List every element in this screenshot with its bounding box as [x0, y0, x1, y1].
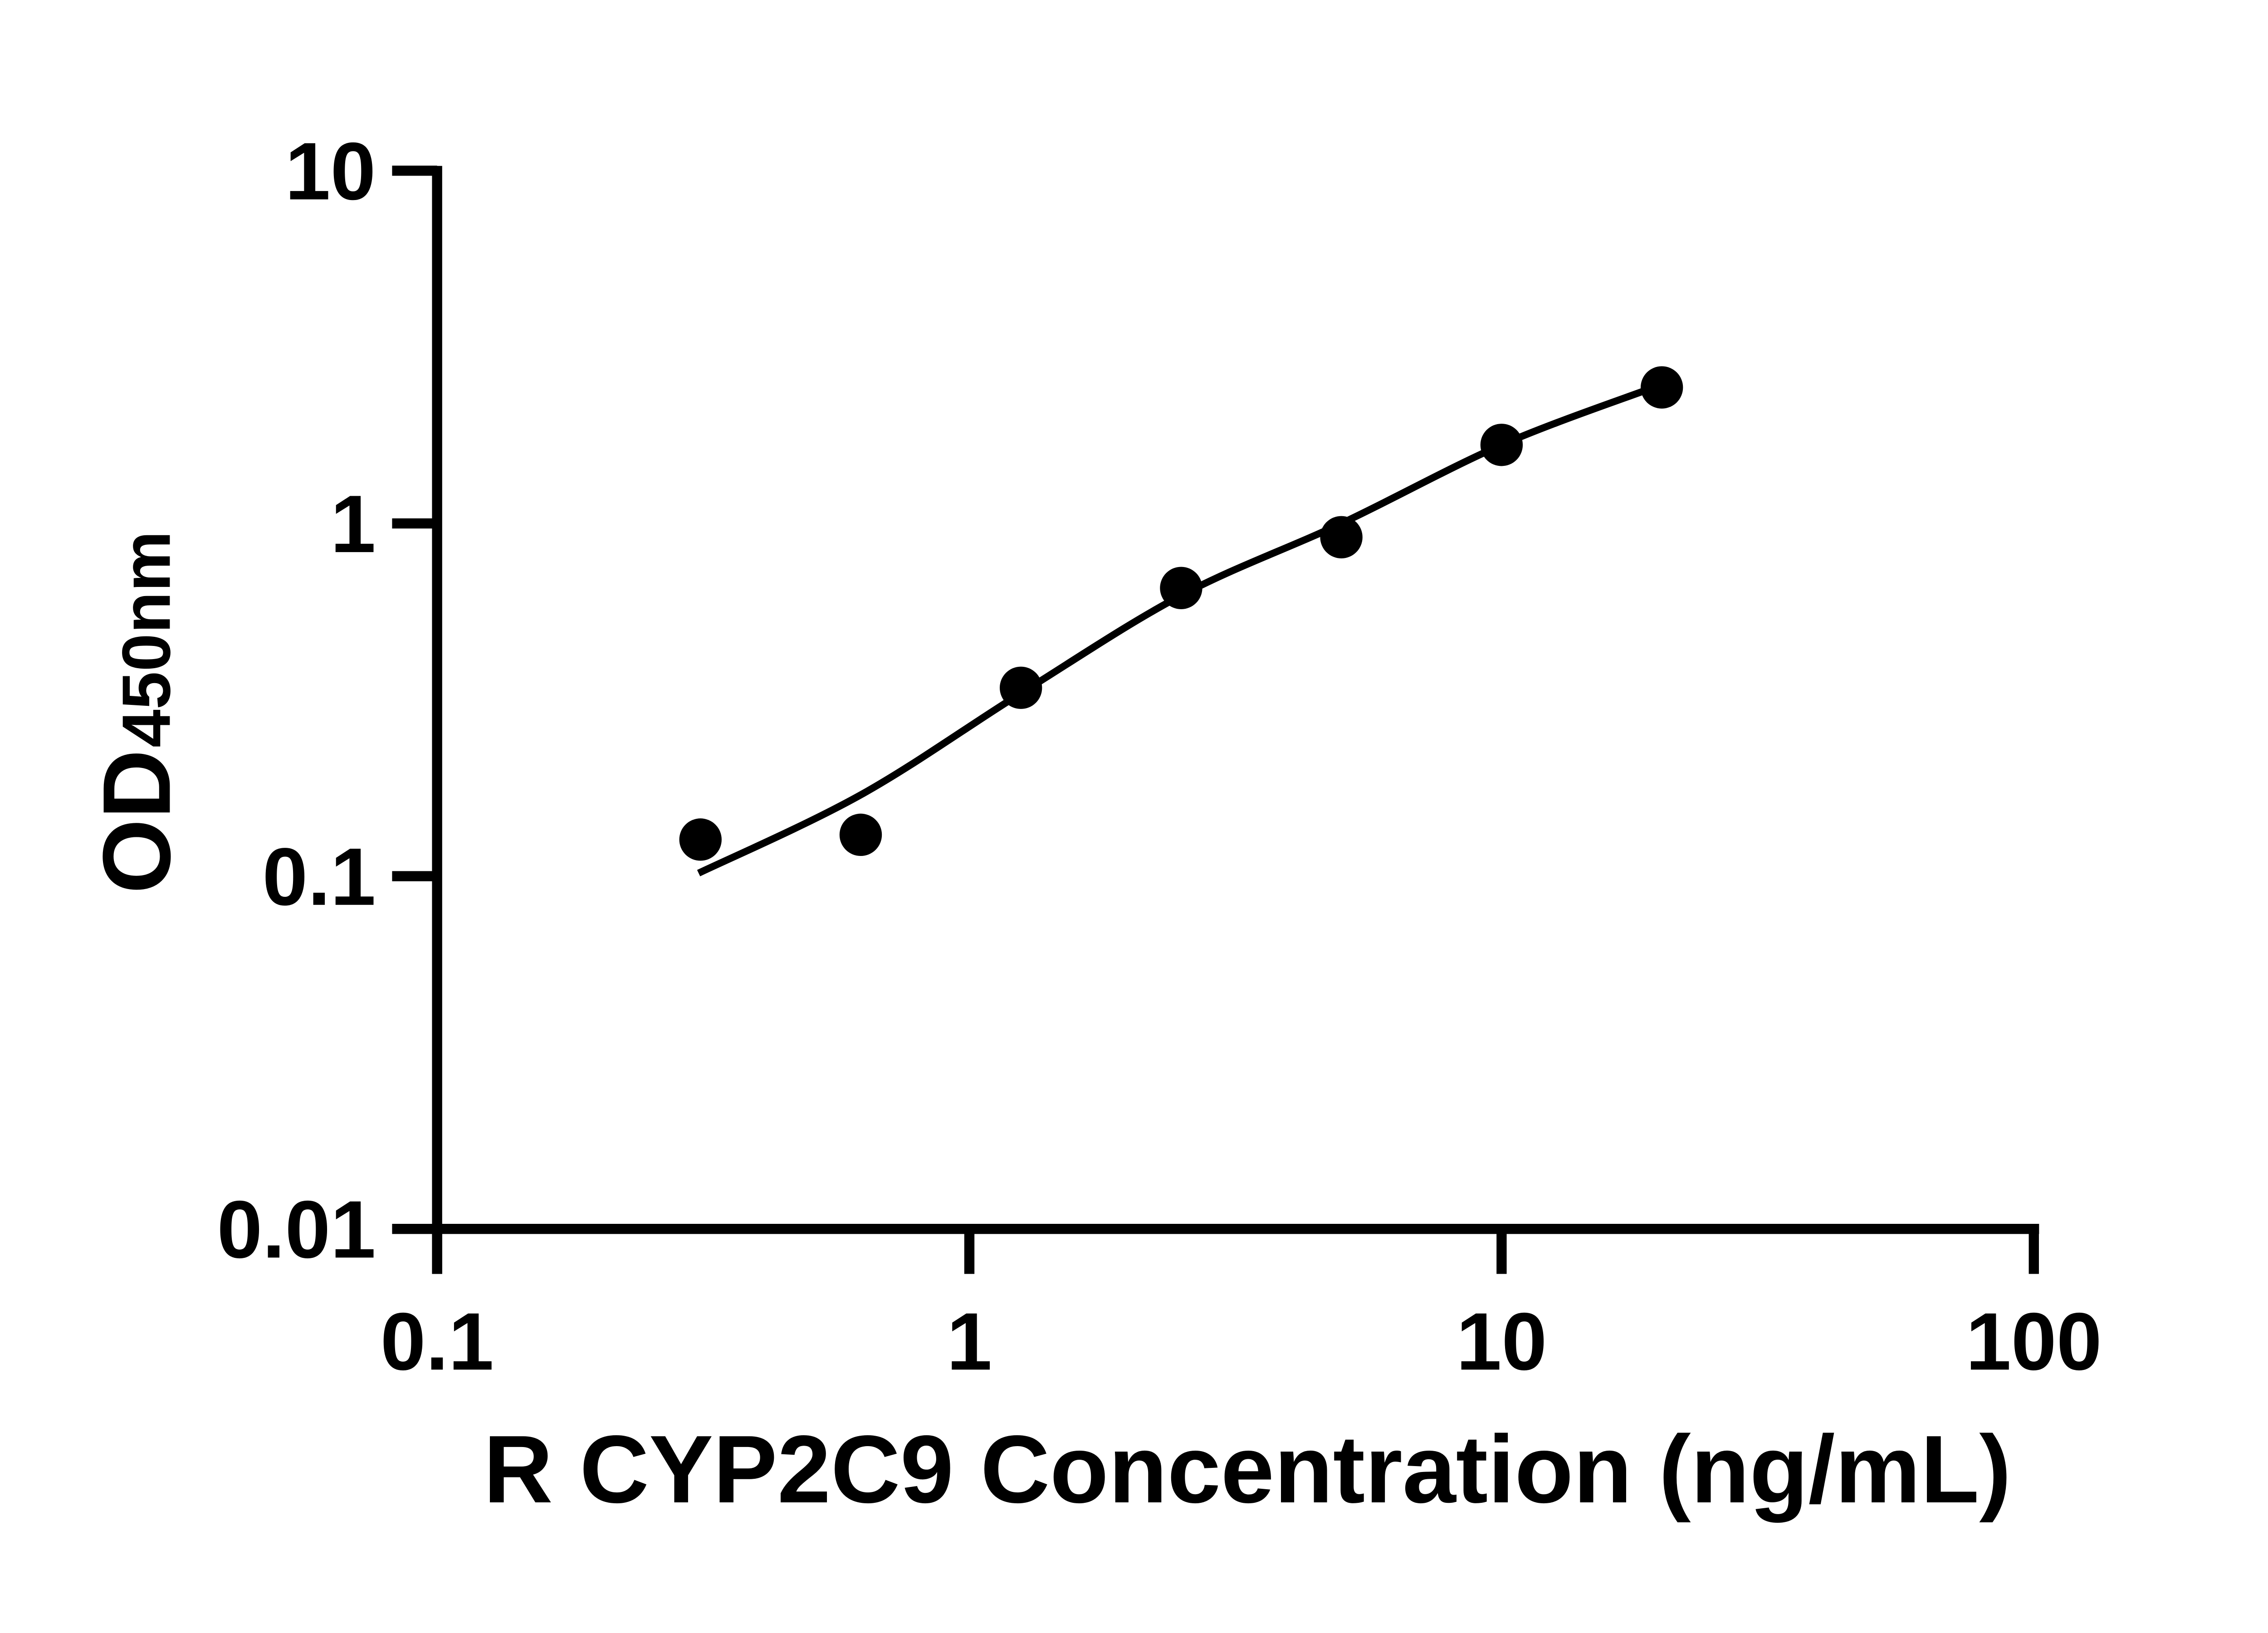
x-axis-ticks: [432, 1229, 2039, 1274]
y-axis-tick-labels: 10 1 0.1 0.01: [217, 126, 376, 1276]
data-point: [1000, 666, 1042, 709]
y-tick-label: 10: [285, 126, 376, 217]
x-tick-label: 10: [1456, 1296, 1547, 1387]
data-point: [1640, 366, 1683, 409]
y-tick-label: 0.01: [217, 1184, 376, 1275]
data-point: [1320, 516, 1363, 558]
data-point: [1480, 424, 1523, 466]
data-point: [839, 813, 882, 856]
x-axis-title: R CYP2C9 Concentration (ng/mL): [484, 1415, 2011, 1523]
data-point: [679, 818, 722, 861]
y-tick-label: 1: [330, 479, 376, 570]
chart-background: [0, 22, 2268, 1611]
y-axis-title-subscript: 450nm: [108, 531, 184, 748]
x-tick-label: 100: [1966, 1296, 2102, 1387]
y-axis-title: OD 450nm: [83, 531, 190, 894]
data-points: [679, 366, 1683, 861]
x-tick-label: 0.1: [381, 1296, 494, 1387]
x-tick-label: 1: [947, 1296, 992, 1387]
y-axis-ticks: [392, 166, 437, 1234]
y-axis-title-main: OD: [83, 749, 190, 894]
data-point: [1160, 567, 1202, 609]
x-axis-tick-labels: 0.1 1 10 100: [381, 1296, 2102, 1387]
y-tick-label: 0.1: [262, 831, 376, 923]
